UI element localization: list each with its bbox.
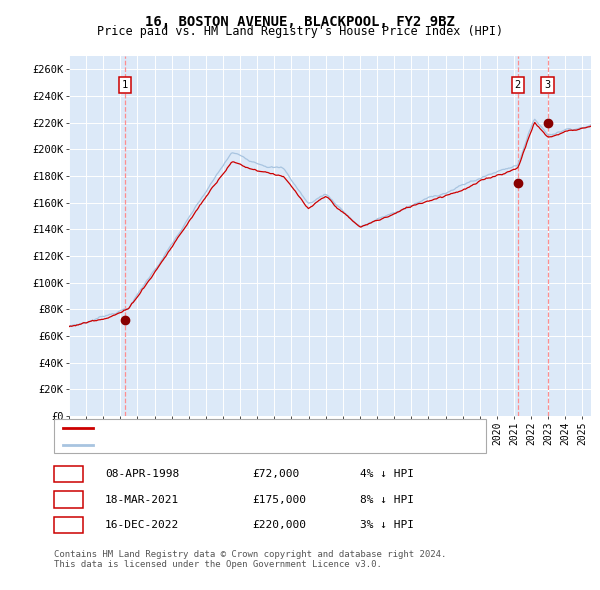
Text: Price paid vs. HM Land Registry's House Price Index (HPI): Price paid vs. HM Land Registry's House … [97, 25, 503, 38]
Text: £220,000: £220,000 [252, 520, 306, 530]
Text: 1: 1 [65, 470, 72, 479]
Text: Contains HM Land Registry data © Crown copyright and database right 2024.
This d: Contains HM Land Registry data © Crown c… [54, 550, 446, 569]
Text: 2: 2 [514, 80, 521, 90]
Text: HPI: Average price, detached house, Blackpool: HPI: Average price, detached house, Blac… [97, 440, 379, 450]
Text: 8% ↓ HPI: 8% ↓ HPI [360, 495, 414, 504]
Text: £175,000: £175,000 [252, 495, 306, 504]
Text: 3: 3 [65, 520, 72, 530]
Text: 16, BOSTON AVENUE, BLACKPOOL, FY2 9BZ (detached house): 16, BOSTON AVENUE, BLACKPOOL, FY2 9BZ (d… [97, 424, 434, 434]
Text: 16, BOSTON AVENUE, BLACKPOOL, FY2 9BZ: 16, BOSTON AVENUE, BLACKPOOL, FY2 9BZ [145, 15, 455, 29]
Text: £72,000: £72,000 [252, 470, 299, 479]
Text: 2: 2 [65, 495, 72, 504]
Text: 3% ↓ HPI: 3% ↓ HPI [360, 520, 414, 530]
Text: 18-MAR-2021: 18-MAR-2021 [105, 495, 179, 504]
Text: 08-APR-1998: 08-APR-1998 [105, 470, 179, 479]
Text: 1: 1 [122, 80, 128, 90]
Text: 3: 3 [544, 80, 551, 90]
Text: 16-DEC-2022: 16-DEC-2022 [105, 520, 179, 530]
Text: 4% ↓ HPI: 4% ↓ HPI [360, 470, 414, 479]
